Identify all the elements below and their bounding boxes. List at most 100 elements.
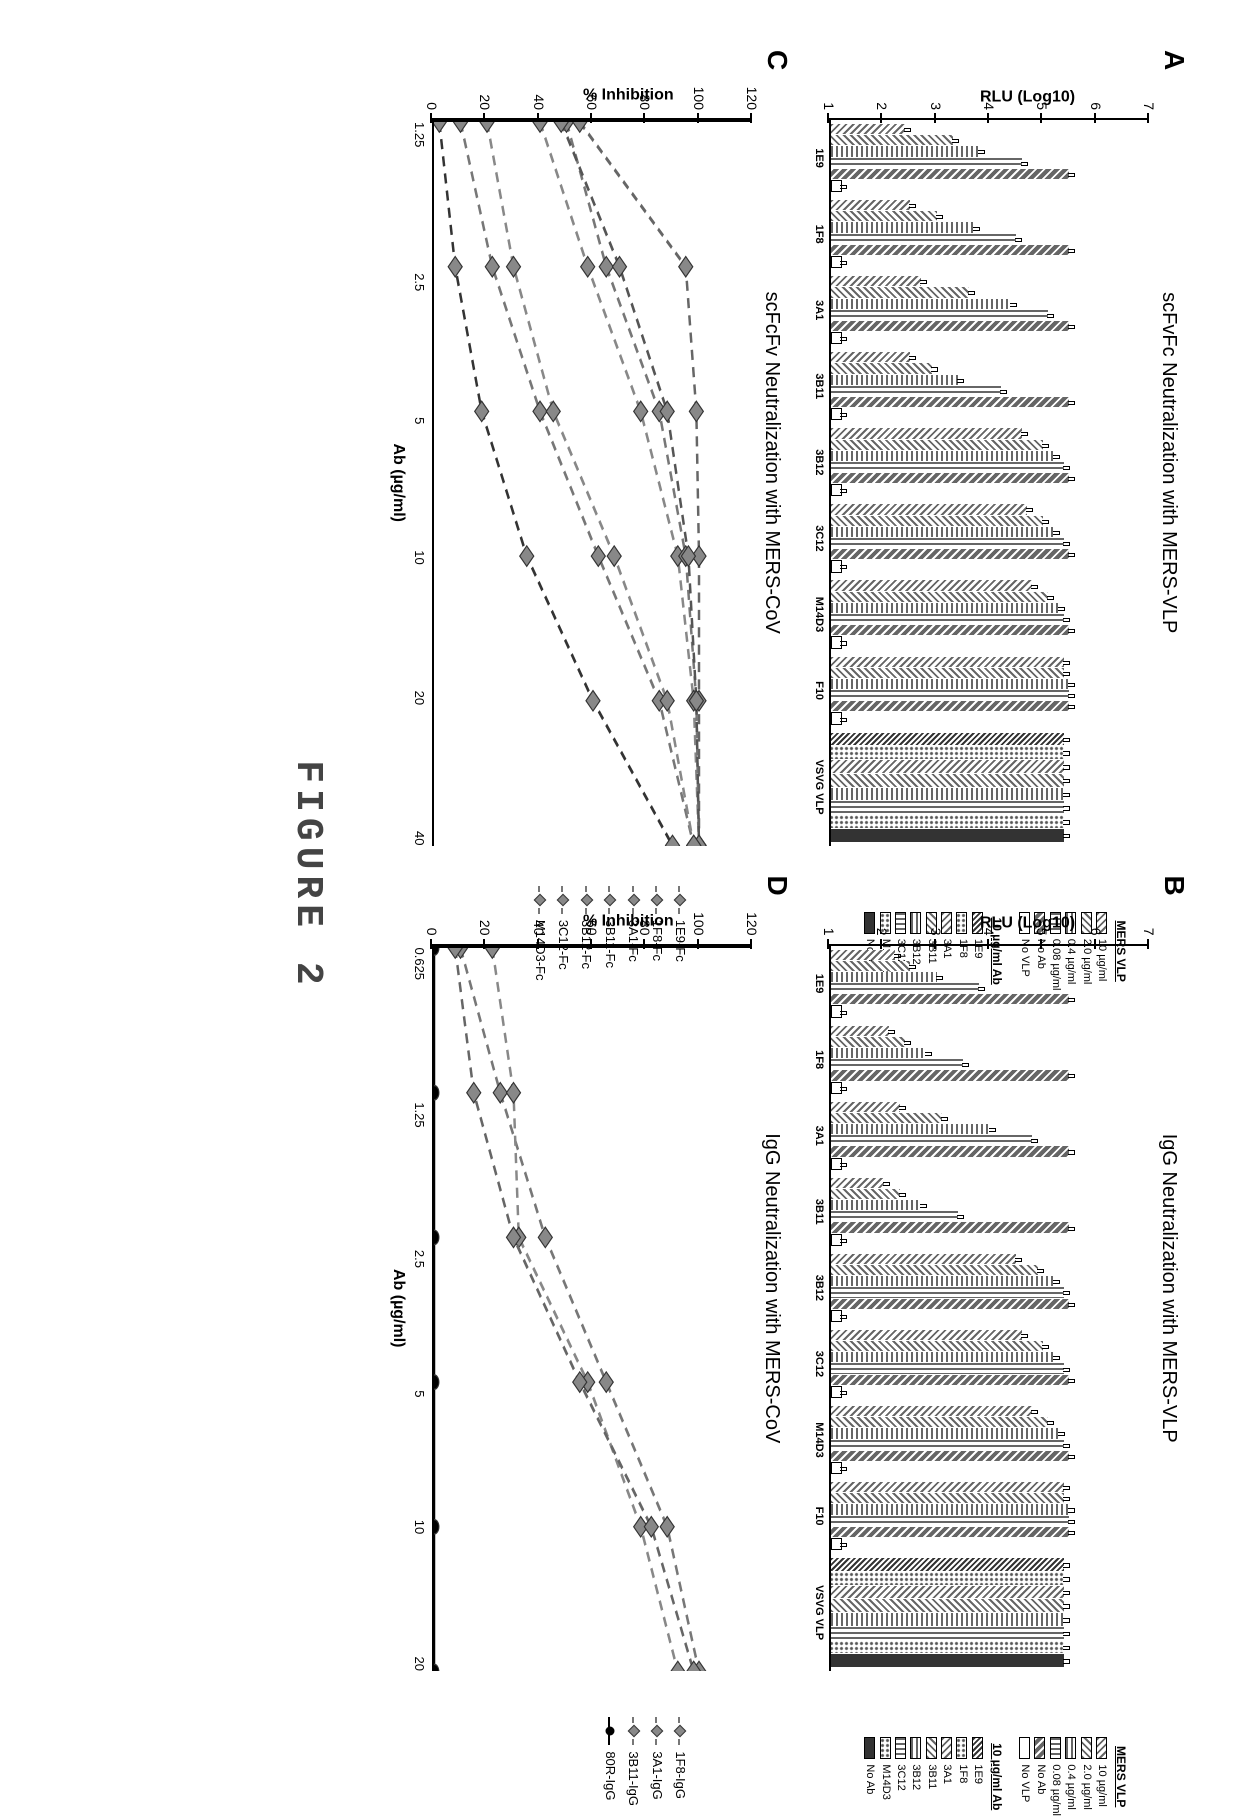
panel-b: B IgG Neutralization with MERS-VLP RLU (… xyxy=(813,906,1180,1672)
x-tick: 2.5 xyxy=(412,1250,427,1268)
bar xyxy=(831,1586,1064,1599)
bar xyxy=(831,538,1064,548)
panel-c: C scFcFv Neutralization with MERS-CoV % … xyxy=(389,80,783,846)
bar xyxy=(831,746,1064,759)
x-label: M14D3 xyxy=(813,1406,825,1474)
panel-a-bars xyxy=(831,120,1149,846)
bar xyxy=(831,287,969,297)
x-label: 3B12 xyxy=(813,428,825,496)
bar xyxy=(831,1037,905,1047)
bar xyxy=(831,1527,1070,1537)
bar xyxy=(831,1222,1070,1232)
bar xyxy=(831,1538,842,1550)
panel-d-label: D xyxy=(761,876,793,896)
bar xyxy=(831,245,1070,255)
bar xyxy=(831,760,1064,773)
bar xyxy=(831,1189,900,1199)
x-tick: 10 xyxy=(412,550,427,564)
x-tick: 20 xyxy=(412,691,427,705)
bar xyxy=(831,1504,1070,1514)
x-label: 3C12 xyxy=(813,504,825,572)
bar xyxy=(831,1178,884,1188)
bar xyxy=(831,690,1070,700)
bar xyxy=(831,1406,1032,1416)
bar-group xyxy=(831,1102,1149,1170)
panel-c-yaxis: % Inhibition 020406080100120 xyxy=(432,80,752,120)
panel-a-plot xyxy=(829,120,1149,846)
bar xyxy=(831,222,974,232)
panel-d-svg xyxy=(434,948,752,1672)
bar xyxy=(831,169,1070,179)
x-label: F10 xyxy=(813,657,825,725)
figure-grid: A scFvFc Neutralization with MERS-VLP RL… xyxy=(369,0,1240,1751)
bar xyxy=(831,200,911,210)
panel-c-xticks: 1.252.55102040 xyxy=(412,122,427,846)
panel-a-chart: RLU (Log10) 1234567 MERS VLP10 µg/ml2.0 … xyxy=(829,80,1149,846)
bar xyxy=(831,1516,1070,1526)
bar xyxy=(831,994,1070,1004)
bar xyxy=(831,603,1059,613)
bar xyxy=(831,1124,990,1134)
bar xyxy=(831,375,958,385)
x-tick: 1.25 xyxy=(412,122,427,147)
bar xyxy=(831,1599,1064,1612)
bar xyxy=(831,363,932,373)
panel-c-svg xyxy=(434,122,752,846)
bar xyxy=(831,961,911,971)
panel-a-yaxis: RLU (Log10) 1234567 xyxy=(829,80,1149,120)
panel-b-label: B xyxy=(1158,876,1190,896)
x-tick: 10 xyxy=(412,1520,427,1534)
bar xyxy=(831,1005,842,1017)
bar-group xyxy=(831,428,1149,496)
panel-c-title: scFcFv Neutralization with MERS-CoV xyxy=(760,80,783,846)
bar xyxy=(831,1026,889,1036)
bar xyxy=(831,124,905,134)
x-label: M14D3 xyxy=(813,580,825,648)
bar xyxy=(831,146,979,156)
bar xyxy=(831,1265,1038,1275)
bar xyxy=(831,1287,1064,1297)
panel-a-xlabels: 1E91F83A13B113B123C12M14D3F10VSVG VLP xyxy=(813,120,825,846)
bar xyxy=(831,972,937,982)
x-label: 3B12 xyxy=(813,1254,825,1322)
bar-group xyxy=(831,1254,1149,1322)
bar xyxy=(831,1493,1064,1503)
legend-item: 1F8-IgG xyxy=(669,1717,692,1806)
legend-item: 3A1-IgG xyxy=(645,1717,668,1806)
panel-d-plot: 0.6251.252.551020 xyxy=(432,946,752,1672)
bar xyxy=(831,774,1064,787)
bar xyxy=(831,1234,842,1246)
bar xyxy=(831,158,1022,168)
bar xyxy=(831,1462,842,1474)
panel-d-xticks: 0.6251.252.551020 xyxy=(412,948,427,1672)
bar xyxy=(831,408,842,420)
bar xyxy=(831,1276,1054,1286)
bar xyxy=(831,1482,1064,1492)
bar xyxy=(831,1613,1064,1626)
x-tick: 5 xyxy=(412,1390,427,1397)
bar xyxy=(831,484,842,496)
bar xyxy=(831,135,953,145)
bar xyxy=(831,1059,964,1069)
x-tick: 20 xyxy=(412,1656,427,1670)
bar xyxy=(831,352,911,362)
bar xyxy=(831,462,1064,472)
bar-group xyxy=(831,580,1149,648)
bar-group xyxy=(831,1406,1149,1474)
bar xyxy=(831,473,1070,483)
bar-group xyxy=(831,276,1149,344)
bar-group xyxy=(831,1178,1149,1246)
bar xyxy=(831,815,1064,828)
panel-d: D IgG Neutralization with MERS-CoV % Inh… xyxy=(389,906,783,1672)
bar xyxy=(831,560,842,572)
x-tick: 0.625 xyxy=(412,948,427,981)
x-label: VSVG VLP xyxy=(813,733,825,842)
panel-b-bars xyxy=(831,946,1149,1672)
bar-group xyxy=(831,200,1149,268)
bar xyxy=(831,1654,1064,1667)
bar xyxy=(831,504,1027,514)
bar xyxy=(831,1254,1017,1264)
legend-item: 3B11-IgG xyxy=(622,1717,645,1806)
bar xyxy=(831,614,1064,624)
bar xyxy=(831,1113,942,1123)
